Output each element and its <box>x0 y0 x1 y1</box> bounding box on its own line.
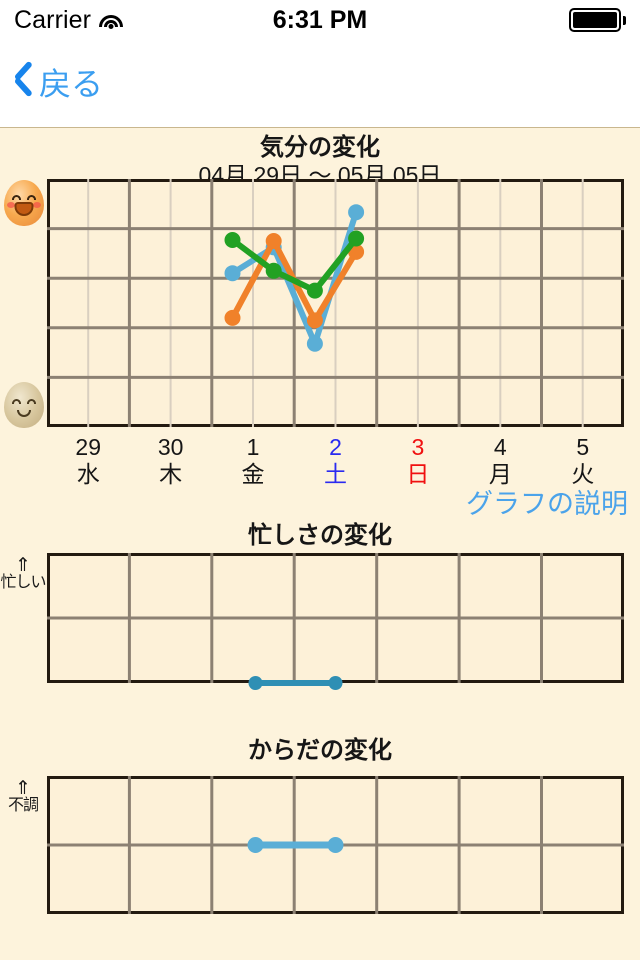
day-weekday: 木 <box>159 461 183 487</box>
day-number: 2 <box>329 434 342 460</box>
day-weekday: 金 <box>241 461 265 487</box>
series-point-blue <box>306 335 323 352</box>
day-number: 30 <box>157 434 184 460</box>
chart-busyness-title: 忙しさの変化 <box>248 522 392 549</box>
day-axis-cell: 29 水 <box>47 434 129 488</box>
series-point-blue <box>248 676 263 690</box>
chart-mood-plot[interactable] <box>47 179 624 427</box>
series-point-green <box>224 232 241 248</box>
chart-busyness-series <box>248 676 343 690</box>
navigation-bar: 戻る <box>0 40 640 128</box>
happy-face-icon <box>4 180 44 226</box>
series-point-blue <box>328 676 343 690</box>
chart-body-plot[interactable] <box>47 776 624 914</box>
up-arrow-icon: ⇑ <box>15 778 31 799</box>
day-weekday: 月 <box>488 461 512 487</box>
chart-body-y-label: ⇑ 不調 <box>0 778 46 814</box>
back-button[interactable]: 戻る <box>14 67 103 101</box>
chart-mood-title: 気分の変化 <box>260 134 380 161</box>
day-number: 1 <box>246 434 260 460</box>
day-weekday: 火 <box>571 461 595 487</box>
day-weekday: 日 <box>406 461 430 487</box>
day-weekday: 土 <box>323 461 347 487</box>
series-point-orange <box>224 309 241 326</box>
series-point-blue <box>327 837 344 853</box>
series-line-blue <box>229 209 360 347</box>
chart-busyness-y-label: ⇑ 忙しい <box>0 555 46 591</box>
day-number: 29 <box>75 434 101 460</box>
content-area: 気分の変化 04月 29日 〜 05月 05日 <box>0 129 640 960</box>
chart-body-title: からだの変化 <box>248 737 392 764</box>
chart-busyness-plot[interactable] <box>47 553 624 690</box>
series-point-orange <box>265 233 282 249</box>
series-point-orange <box>306 312 323 329</box>
series-point-blue <box>348 204 365 221</box>
chart-body-series <box>247 837 344 853</box>
series-point-green <box>306 282 323 299</box>
series-point-blue <box>224 265 241 282</box>
status-bar-left: Carrier <box>14 5 124 34</box>
status-bar: Carrier 6:31 PM <box>0 0 640 40</box>
carrier-label: Carrier <box>14 5 92 34</box>
chart-busyness-gridlines <box>47 553 624 683</box>
wifi-icon <box>98 13 124 33</box>
graph-explanation-link[interactable]: グラフの説明 <box>466 489 628 519</box>
series-point-green <box>265 262 282 279</box>
back-button-label: 戻る <box>39 65 104 102</box>
day-number: 3 <box>411 434 425 460</box>
series-point-blue <box>247 837 264 853</box>
series-point-green <box>348 230 365 247</box>
day-weekday: 水 <box>76 461 100 487</box>
sad-face-icon <box>4 382 44 428</box>
up-arrow-icon: ⇑ <box>15 555 31 576</box>
battery-icon <box>569 8 626 32</box>
chevron-left-icon <box>14 67 33 101</box>
day-number: 4 <box>493 434 507 460</box>
chart-mood-series <box>224 204 365 352</box>
day-axis-cell: 30 木 <box>129 434 211 488</box>
series-line-green <box>229 235 360 294</box>
clock-label: 6:31 PM <box>272 5 368 34</box>
day-number: 5 <box>576 434 590 460</box>
